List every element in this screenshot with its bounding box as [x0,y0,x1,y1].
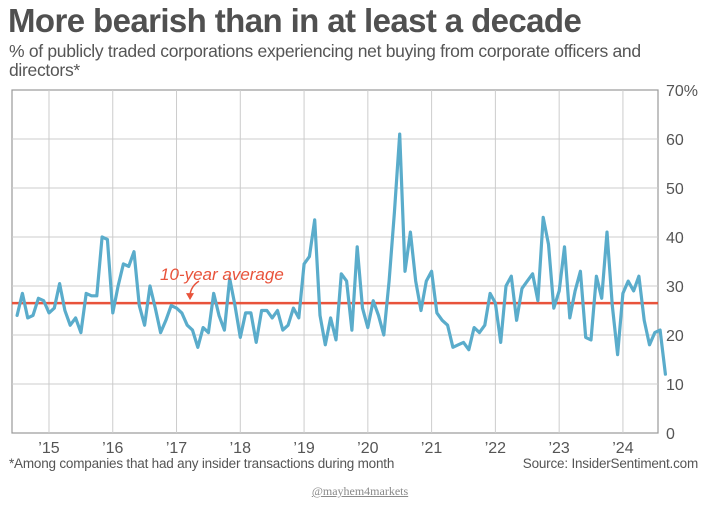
y-tick-label: 10 [666,377,684,394]
y-tick-label: 50 [666,181,684,198]
x-axis-ticks: ’15 ’16 ’17 ’18 ’19 ’20 ’21 ’22 ’23 ’24 [38,440,633,457]
x-tick-label: ’23 [548,440,569,457]
x-tick-label: ’15 [38,440,59,457]
x-tick-label: ’18 [230,440,251,457]
y-tick-label: 70% [666,83,698,100]
average-annotation: 10-year average [160,265,284,301]
x-tick-label: ’16 [102,440,123,457]
chart-title: More bearish than in at least a decade [8,2,582,39]
average-annotation-label: 10-year average [160,265,284,284]
source-note: Source: InsiderSentiment.com [522,456,698,471]
x-tick-label: ’21 [421,440,442,457]
chart-subtitle: % of publicly traded corporations experi… [9,41,641,80]
annotation-arrowhead-icon [186,293,194,301]
y-tick-label: 20 [666,328,684,345]
x-tick-label: ’22 [485,440,506,457]
y-tick-label: 30 [666,279,684,296]
grid-lines [11,89,659,434]
credit-link[interactable]: @mayhem4markets [311,484,409,498]
x-tick-label: ’24 [612,440,633,457]
footnote: *Among companies that had any insider tr… [9,456,395,471]
x-tick-label: ’19 [293,440,314,457]
y-tick-label: 60 [666,132,684,149]
insider-buying-series-line [15,132,668,376]
y-tick-label: 40 [666,230,684,247]
y-axis-ticks: 0 10 20 30 40 50 60 70% [666,83,698,443]
plot-frame [11,89,659,434]
x-tick-label: ’17 [166,440,187,457]
y-tick-label: 0 [666,426,675,443]
x-tick-label: ’20 [357,440,378,457]
